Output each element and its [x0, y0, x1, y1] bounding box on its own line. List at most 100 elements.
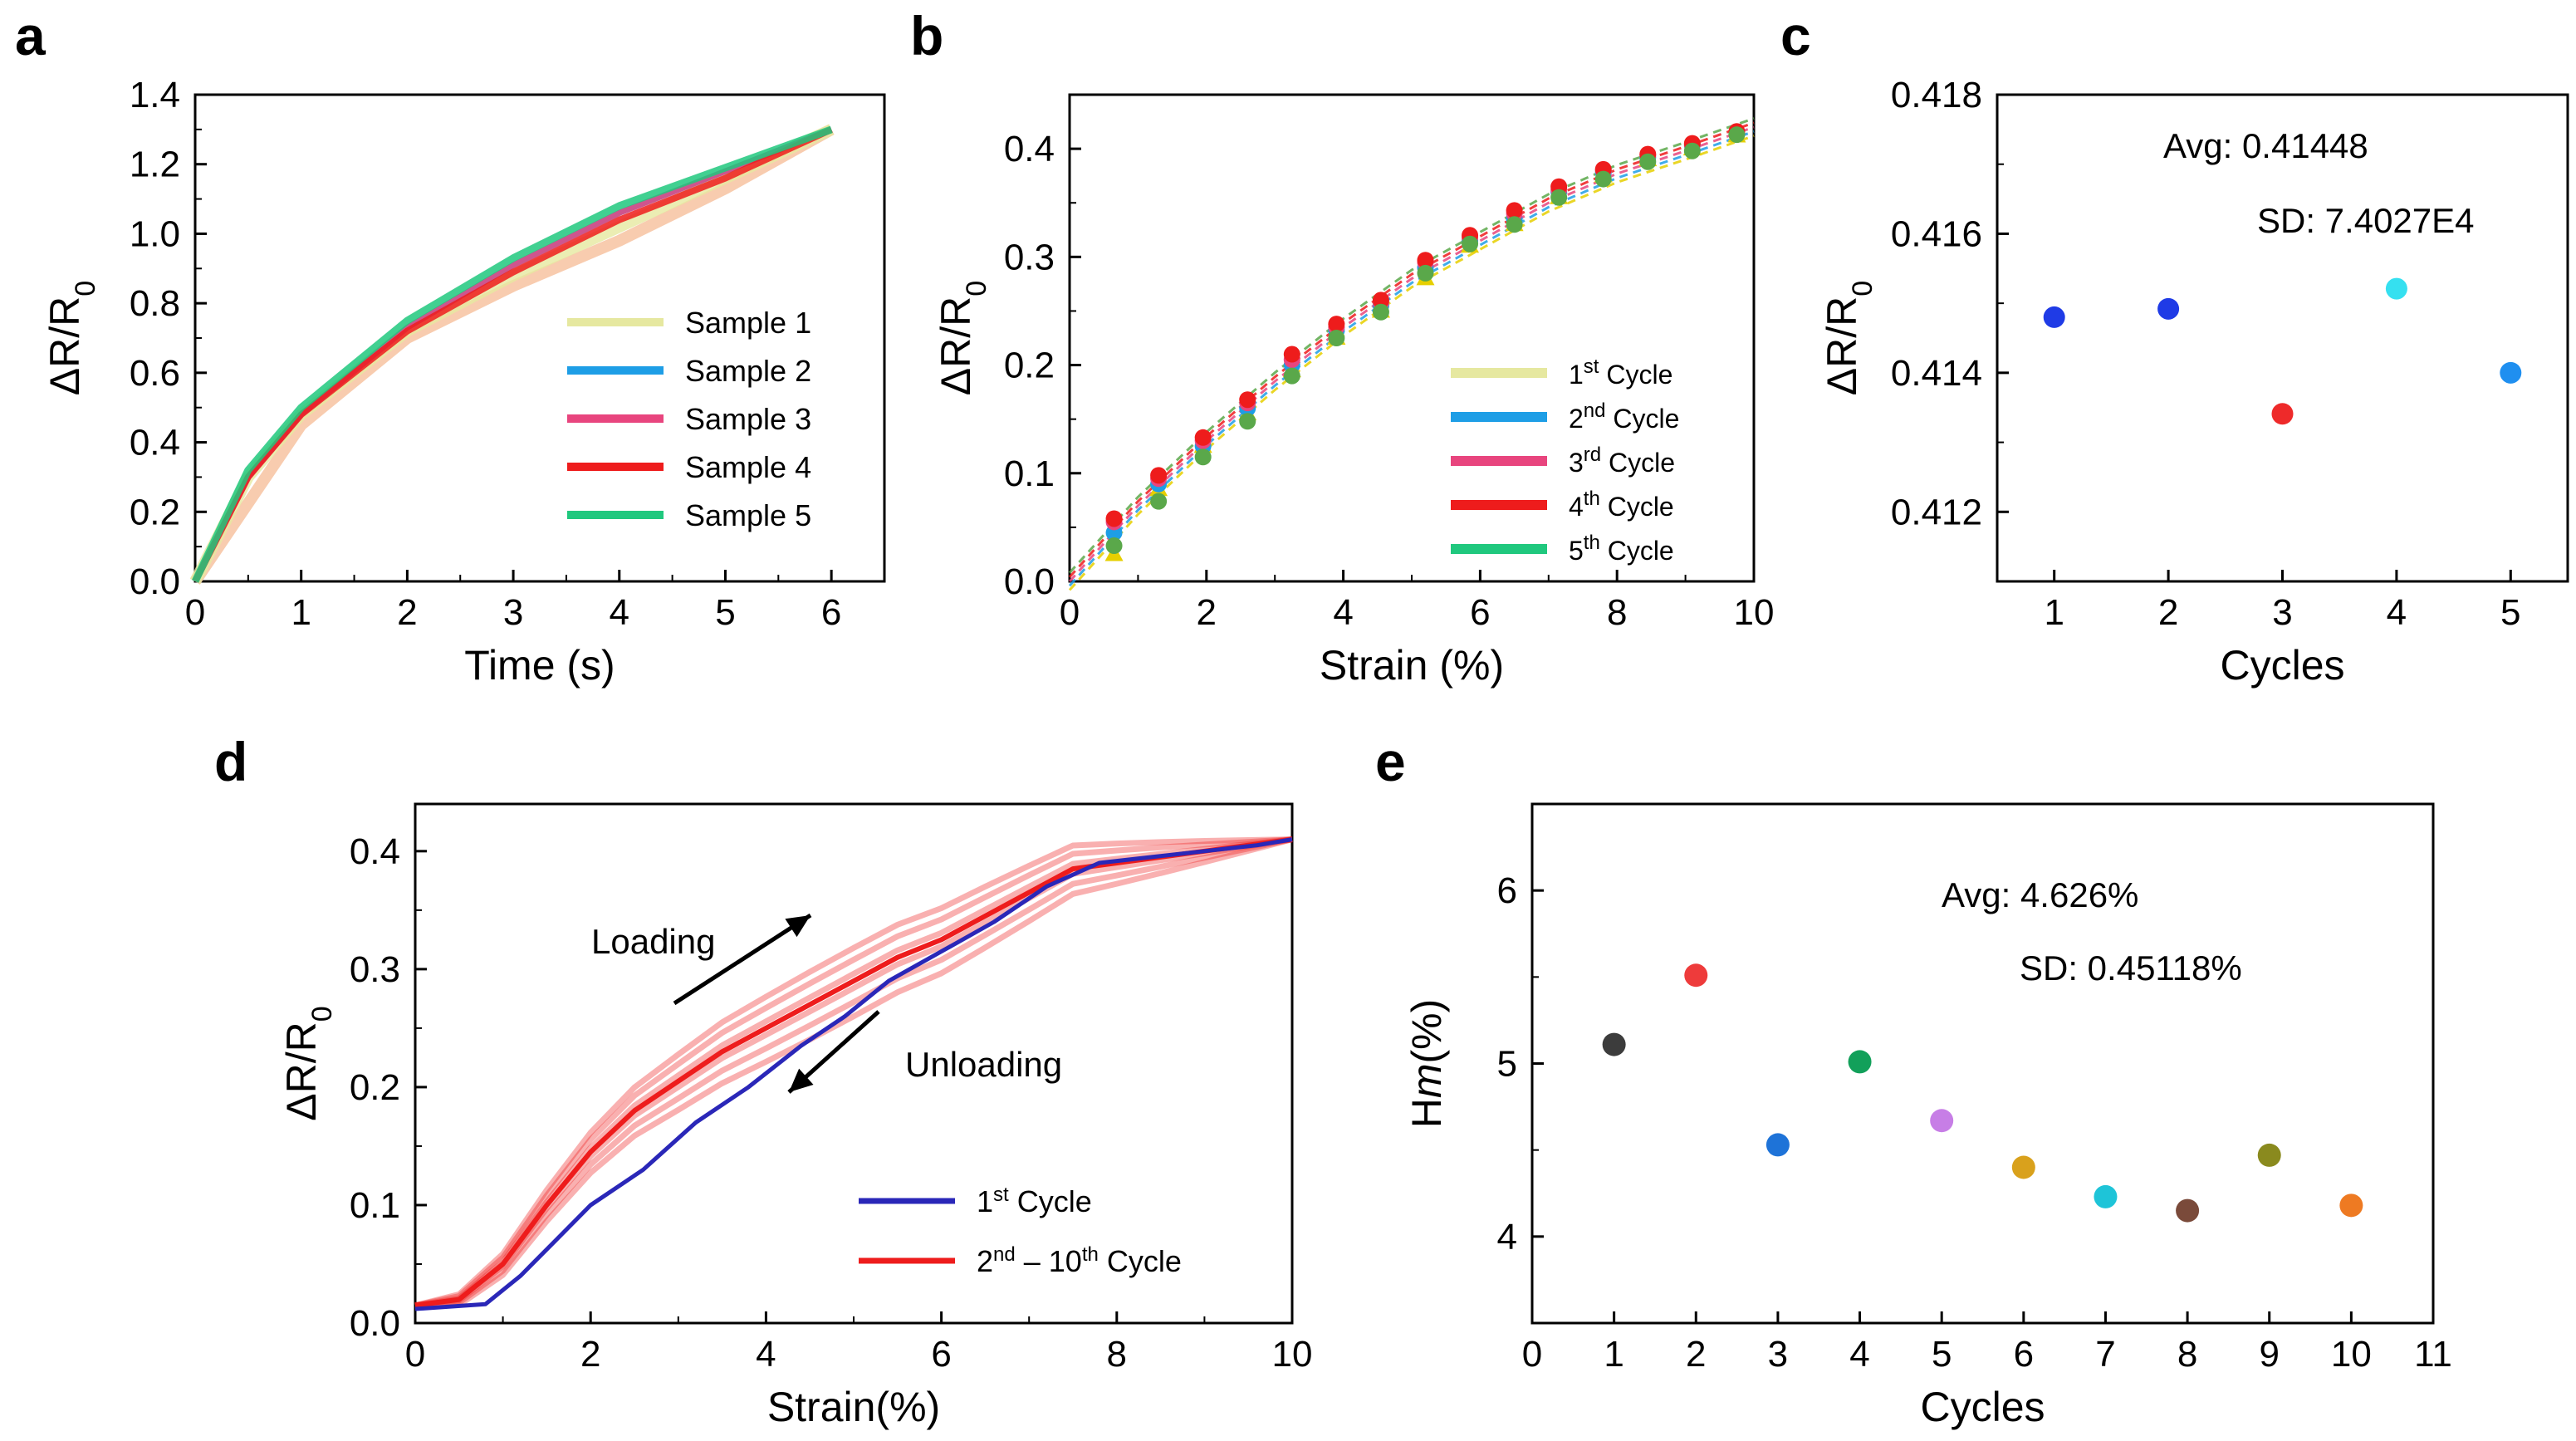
x-tick-label: 0	[1522, 1334, 1542, 1375]
cycle-curve	[414, 836, 1293, 1309]
cycle-curve	[414, 836, 1293, 1309]
x-tick-label: 4	[1333, 592, 1353, 633]
annotation-sd: SD: 7.4027E4	[2257, 201, 2475, 240]
y-tick-label: 0.0	[1004, 561, 1055, 602]
panel-label-c: c	[1780, 5, 1811, 66]
cycle-curve	[414, 836, 1293, 1309]
panel-label-d: d	[214, 731, 247, 792]
y-tick-label: 0.8	[130, 283, 180, 324]
panel-d: 0 2 4 6 8 10 0.0 0.1 0.2 0.3 0.4 Strain(%) ΔR/R0 Load…	[278, 802, 1313, 1430]
data-point	[1848, 1050, 1872, 1074]
y-tick-label: 0.4	[350, 831, 400, 872]
data-point	[2043, 306, 2065, 328]
data-point	[1105, 510, 1123, 527]
x-tick-label: 11	[2414, 1334, 2452, 1375]
panel-a: 0 1 2 3 4 5 6 0.0 0.2 0.4 0.6 0.8 1.0 1.2 1.4 Time (s) Δ…	[42, 75, 886, 689]
data-point	[1462, 235, 1479, 252]
legend-entry: 4th Cycle	[1569, 488, 1674, 522]
y-tick-label: 0.3	[350, 949, 400, 990]
data-point	[1550, 189, 1568, 206]
plot-frame	[1996, 93, 2569, 583]
x-tick-label: 8	[1107, 1334, 1127, 1375]
x-axis-label: Cycles	[2220, 642, 2344, 689]
series-line	[192, 126, 833, 583]
x-axis-label: Cycles	[1920, 1384, 2045, 1430]
y-tick-label: 0.4	[1004, 129, 1055, 169]
data-point	[1105, 537, 1123, 555]
x-tick-label: 7	[2095, 1334, 2115, 1375]
x-axis-label: Strain (%)	[1320, 642, 1504, 689]
legend-entry: Sample 2	[685, 354, 811, 388]
data-point	[1239, 391, 1256, 409]
x-tick-label: 2	[397, 592, 417, 633]
x-tick-label: 10	[2331, 1334, 2372, 1375]
x-tick-label: 1	[2044, 592, 2064, 633]
data-point	[1417, 252, 1434, 269]
data-point	[2257, 1143, 2281, 1167]
legend-entry: Sample 3	[685, 402, 811, 436]
x-tick-label: 1	[1604, 1334, 1623, 1375]
fit-curve	[1068, 135, 1755, 591]
x-tick-label: 5	[2500, 592, 2520, 633]
data-point	[1372, 303, 1389, 321]
data-point	[2176, 1198, 2200, 1223]
x-tick-label: 10	[1272, 1334, 1313, 1375]
panel-b: 0 2 4 6 8 10 0.0 0.1 0.2 0.3 0.4 Strain (%) ΔR/R0 1st…	[933, 93, 1775, 689]
x-tick-label: 2	[1686, 1334, 1706, 1375]
annotation-sd: SD: 0.45118%	[2020, 948, 2242, 988]
data-point	[1194, 448, 1212, 466]
data-point	[1283, 367, 1300, 385]
x-tick-label: 6	[1470, 592, 1490, 633]
legend-entry: 2nd – 10th Cycle	[977, 1243, 1182, 1279]
x-tick-label: 2	[580, 1334, 600, 1375]
legend-entry: Sample 4	[685, 450, 811, 484]
legend-entry: Sample 5	[685, 498, 811, 532]
y-tick-label: 0.416	[1891, 213, 1982, 254]
annotation-avg: Avg: 0.41448	[2163, 126, 2368, 165]
y-axis-label: ΔR/R0	[42, 281, 101, 395]
x-axis-label: Time (s)	[464, 642, 615, 689]
x-tick-label: 4	[1849, 1334, 1869, 1375]
y-axis-label: Hm(%)	[1403, 999, 1450, 1129]
x-tick-label: 8	[2177, 1334, 2197, 1375]
y-tick-label: 0.414	[1891, 353, 1982, 394]
x-axis-label: Strain(%)	[767, 1384, 940, 1430]
y-tick-label: 0.412	[1891, 492, 1982, 532]
cycle-curve	[414, 836, 1293, 1309]
x-tick-label: 5	[1932, 1334, 1952, 1375]
data-point	[1765, 1133, 1790, 1157]
data-point	[1194, 429, 1212, 446]
y-tick-label: 0.1	[350, 1185, 400, 1226]
legend-entry: 5th Cycle	[1569, 532, 1674, 566]
y-axis-label: ΔR/R0	[933, 281, 992, 395]
data-point	[1930, 1109, 1954, 1133]
data-point	[1239, 413, 1256, 430]
cycle-curve	[414, 836, 1293, 1309]
data-point	[1594, 170, 1612, 188]
panel-e: 0 1 2 3 4 5 6 7 8 9 10 11 4 5 6 Cycles Hm(%) Avg: 4.626% S…	[1403, 802, 2452, 1430]
panel-c: 1 2 3 4 5 0.412 0.414 0.416 0.418 Cycles ΔR/R0 Avg:…	[1819, 75, 2569, 689]
x-tick-label: 6	[931, 1334, 951, 1375]
x-tick-label: 2	[1197, 592, 1217, 633]
legend-entry: 1st Cycle	[977, 1184, 1092, 1219]
legend-entry: 3rd Cycle	[1569, 444, 1675, 478]
panel-label-e: e	[1375, 731, 1406, 792]
x-tick-label: 10	[1734, 592, 1775, 633]
x-tick-label: 0	[1060, 592, 1080, 633]
data-point	[1683, 142, 1701, 159]
data-point	[1728, 126, 1746, 144]
series-line	[414, 836, 1293, 1308]
data-point	[2271, 403, 2294, 425]
x-tick-label: 9	[2259, 1334, 2279, 1375]
x-tick-label: 3	[503, 592, 523, 633]
cycle-curve	[414, 836, 1293, 1309]
loading-arrow-shaft	[673, 913, 812, 1006]
legend-entry: 2nd Cycle	[1569, 399, 1679, 434]
y-tick-label: 0.6	[130, 353, 180, 394]
legend-entry: 1st Cycle	[1569, 355, 1672, 390]
y-tick-label: 0.1	[1004, 453, 1055, 494]
loading-arrow-head	[785, 915, 811, 938]
data-point	[1417, 264, 1434, 282]
annotation-unloading: Unloading	[905, 1045, 1062, 1084]
